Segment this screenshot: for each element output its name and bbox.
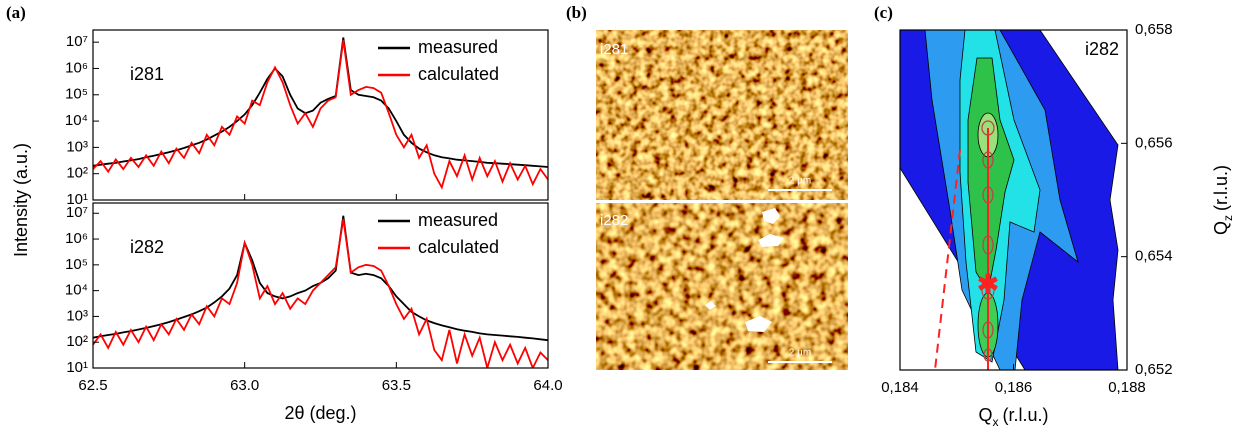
y-tick-label: 10³ xyxy=(66,307,88,324)
x-tick-label: 63.0 xyxy=(230,377,259,394)
legend-label: measured xyxy=(418,37,498,57)
star-marker: ✱ xyxy=(977,269,999,299)
y-tick-label: 10⁵ xyxy=(65,256,88,273)
x-tick-label: 0,186 xyxy=(995,379,1033,396)
y-tick-label: 10⁷ xyxy=(66,204,88,221)
legend-label: calculated xyxy=(418,64,499,84)
series-line xyxy=(93,218,548,368)
x-tick-label: 62.5 xyxy=(78,377,107,394)
afm-image xyxy=(596,203,848,370)
axis-subscript: z xyxy=(1221,215,1235,221)
panel-label: (b) xyxy=(566,3,587,22)
y-tick-label: 10⁴ xyxy=(65,112,88,129)
scale-bar-label: 2 µm xyxy=(789,348,811,359)
image-label: i281 xyxy=(600,41,628,58)
flake xyxy=(745,316,772,332)
y-tick-label: 10² xyxy=(66,333,88,350)
axis-unit: (r.l.u.) xyxy=(1003,405,1049,425)
axis-unit: (r.l.u.) xyxy=(1211,165,1231,211)
plot-frame xyxy=(92,29,549,201)
sample-label: i281 xyxy=(130,64,164,84)
y-tick-label: 10⁵ xyxy=(65,86,88,103)
series-line xyxy=(93,39,548,190)
panel-label: (a) xyxy=(6,3,26,22)
y-tick-label: 0,654 xyxy=(1135,248,1173,265)
x-axis-title: 2θ (deg.) xyxy=(284,403,356,423)
series-line xyxy=(93,215,548,342)
y-tick-label: 0,658 xyxy=(1135,21,1173,38)
x-axis-title: Qx (r.l.u.) xyxy=(978,405,1048,429)
y-tick-label: 10⁶ xyxy=(65,230,88,247)
y-tick-label: 0,656 xyxy=(1135,134,1173,151)
contour-level xyxy=(967,57,1015,294)
y-tick-label: 10⁴ xyxy=(65,282,88,299)
y-tick-label: 10² xyxy=(66,165,88,182)
x-tick-label: 0,188 xyxy=(1108,379,1146,396)
flake xyxy=(758,234,784,247)
plot-frame xyxy=(92,202,549,369)
series-line xyxy=(93,37,548,168)
axis-symbol: Q xyxy=(978,405,992,425)
scale-bar-label: 2 µm xyxy=(789,176,811,187)
y-axis-title: Qz (r.l.u.) xyxy=(1211,165,1235,235)
y-tick-label: 10⁷ xyxy=(66,33,88,50)
afm-image xyxy=(596,30,848,200)
flake xyxy=(762,208,780,224)
axis-symbol: Q xyxy=(1211,221,1231,235)
legend-label: measured xyxy=(418,210,498,230)
x-tick-label: 63.5 xyxy=(382,377,411,394)
sample-label: i282 xyxy=(1085,39,1119,59)
guide-line xyxy=(934,149,961,370)
contour-map: ✱ xyxy=(900,30,1119,370)
image-label: i282 xyxy=(600,212,628,229)
flake xyxy=(705,301,716,310)
axis-subscript: x xyxy=(993,415,999,429)
y-tick-label: 10⁶ xyxy=(65,59,88,76)
legend-label: calculated xyxy=(418,237,499,257)
y-tick-label: 10¹ xyxy=(66,191,88,208)
afm-panel: i281 i282 2 µm 2 µm xyxy=(596,30,848,370)
x-tick-label: 0,184 xyxy=(881,379,919,396)
y-tick-label: 10³ xyxy=(66,138,88,155)
y-tick-label: 10¹ xyxy=(66,359,88,376)
x-tick-label: 64.0 xyxy=(533,377,562,394)
panel-label: (c) xyxy=(874,3,893,22)
sample-label: i282 xyxy=(130,237,164,257)
peak-markers xyxy=(981,120,995,362)
y-axis-title: Intensity (a.u.) xyxy=(11,143,31,257)
y-tick-label: 0,652 xyxy=(1135,361,1173,378)
